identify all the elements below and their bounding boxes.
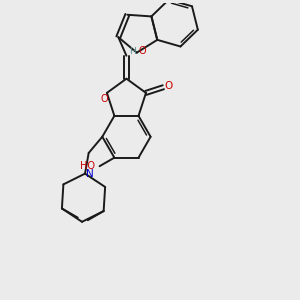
Text: HO: HO bbox=[80, 161, 95, 171]
Text: H: H bbox=[130, 47, 136, 56]
Text: N: N bbox=[86, 169, 94, 179]
Text: O: O bbox=[164, 81, 172, 91]
Text: O: O bbox=[101, 94, 108, 104]
Text: O: O bbox=[139, 46, 146, 56]
